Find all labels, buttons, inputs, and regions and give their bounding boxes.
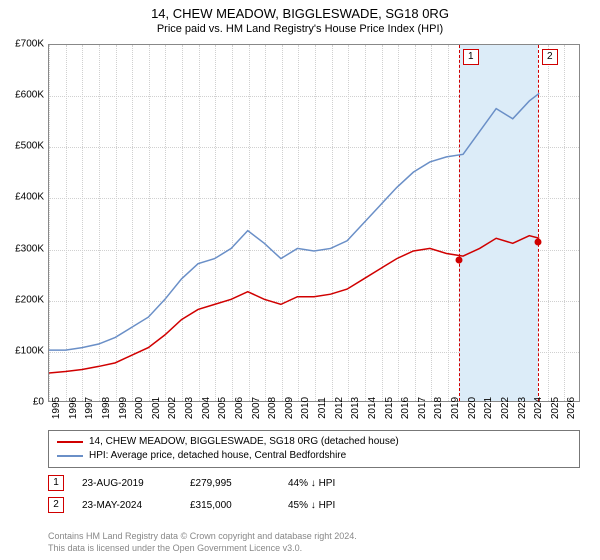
y-axis-label: £500K [4, 141, 44, 152]
x-axis-label: 2016 [400, 397, 411, 419]
x-axis-label: 2011 [317, 397, 328, 419]
chart-title: 14, CHEW MEADOW, BIGGLESWADE, SG18 0RG [0, 0, 600, 21]
series-hpi [49, 93, 539, 350]
x-axis-label: 2026 [566, 397, 577, 419]
legend-swatch [57, 455, 83, 457]
x-axis-label: 1995 [51, 397, 62, 419]
data-point [455, 256, 462, 263]
y-axis-label: £0 [4, 397, 44, 408]
x-axis-label: 2023 [517, 397, 528, 419]
x-axis-label: 2012 [334, 397, 345, 419]
x-axis-label: 2014 [367, 397, 378, 419]
x-axis-label: 2024 [533, 397, 544, 419]
x-axis-label: 1997 [84, 397, 95, 419]
legend: 14, CHEW MEADOW, BIGGLESWADE, SG18 0RG (… [48, 430, 580, 468]
marker-ref-icon: 1 [48, 475, 64, 491]
x-axis-label: 2006 [234, 397, 245, 419]
sale-price: £315,000 [190, 500, 270, 511]
y-axis-label: £200K [4, 294, 44, 305]
x-axis-label: 1998 [101, 397, 112, 419]
x-axis-label: 1996 [68, 397, 79, 419]
marker-badge: 2 [542, 49, 558, 65]
x-axis-label: 2003 [184, 397, 195, 419]
x-axis-label: 2022 [500, 397, 511, 419]
sale-date: 23-AUG-2019 [82, 478, 172, 489]
y-axis-label: £300K [4, 243, 44, 254]
x-axis-label: 2005 [217, 397, 228, 419]
x-axis-label: 2021 [483, 397, 494, 419]
attribution: Contains HM Land Registry data © Crown c… [48, 530, 580, 554]
sale-pct: 44% ↓ HPI [288, 478, 335, 489]
sales-table: 1 23-AUG-2019 £279,995 44% ↓ HPI 2 23-MA… [48, 472, 580, 516]
legend-item: 14, CHEW MEADOW, BIGGLESWADE, SG18 0RG (… [57, 435, 571, 449]
x-axis-label: 2013 [350, 397, 361, 419]
legend-item: HPI: Average price, detached house, Cent… [57, 449, 571, 463]
x-axis-label: 2019 [450, 397, 461, 419]
y-axis-label: £400K [4, 192, 44, 203]
sale-date: 23-MAY-2024 [82, 500, 172, 511]
legend-swatch [57, 441, 83, 443]
x-axis-label: 2010 [300, 397, 311, 419]
x-axis-label: 1999 [118, 397, 129, 419]
sale-pct: 45% ↓ HPI [288, 500, 335, 511]
chart-subtitle: Price paid vs. HM Land Registry's House … [0, 21, 600, 37]
x-axis-label: 2018 [433, 397, 444, 419]
x-axis-label: 2000 [134, 397, 145, 419]
legend-label: 14, CHEW MEADOW, BIGGLESWADE, SG18 0RG (… [89, 435, 399, 449]
x-axis-label: 2009 [284, 397, 295, 419]
legend-label: HPI: Average price, detached house, Cent… [89, 449, 346, 463]
footer-line: Contains HM Land Registry data © Crown c… [48, 530, 580, 542]
x-axis-label: 2025 [550, 397, 561, 419]
table-row: 1 23-AUG-2019 £279,995 44% ↓ HPI [48, 472, 580, 494]
sale-price: £279,995 [190, 478, 270, 489]
x-axis-label: 2002 [167, 397, 178, 419]
y-axis-label: £700K [4, 39, 44, 50]
marker-badge: 1 [463, 49, 479, 65]
chart-container: { "title": "14, CHEW MEADOW, BIGGLESWADE… [0, 0, 600, 560]
series-price_paid [49, 236, 539, 373]
data-point [534, 238, 541, 245]
table-row: 2 23-MAY-2024 £315,000 45% ↓ HPI [48, 494, 580, 516]
x-axis-label: 2015 [384, 397, 395, 419]
x-axis-label: 2020 [467, 397, 478, 419]
plot-area: 12 [48, 44, 580, 402]
x-axis-label: 2007 [251, 397, 262, 419]
x-axis-label: 2004 [201, 397, 212, 419]
y-axis-label: £100K [4, 345, 44, 356]
marker-ref-icon: 2 [48, 497, 64, 513]
x-axis-label: 2017 [417, 397, 428, 419]
x-axis-label: 2001 [151, 397, 162, 419]
footer-line: This data is licensed under the Open Gov… [48, 542, 580, 554]
x-axis-label: 2008 [267, 397, 278, 419]
y-axis-label: £600K [4, 90, 44, 101]
